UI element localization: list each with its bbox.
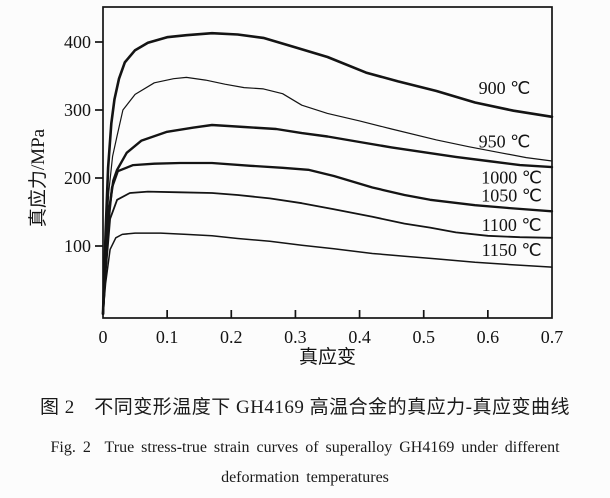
stress-strain-chart-svg: 0 0.1 0.2 0.3 0.4 0.5 0.6 0.7 100 200 300 400 真应变 真应力… [27, 6, 564, 368]
x-axis-title: 真应变 [299, 346, 356, 368]
series-label-950c: 950 ℃ [479, 131, 531, 151]
x-tick-label: 0 [99, 327, 108, 347]
x-tick-label: 0.1 [156, 327, 179, 347]
y-tick-label: 300 [64, 100, 91, 120]
caption-english-line2: deformation temperatures [221, 469, 389, 486]
x-tick-label: 0.5 [412, 327, 435, 347]
series-label-1000c: 1000 ℃ [481, 167, 542, 187]
y-tick-label: 400 [64, 32, 91, 52]
x-tick-label: 0.2 [220, 327, 243, 347]
series-curve-950c [102, 76, 553, 315]
series-curve-1050c [101, 161, 554, 316]
series-label-1150c: 1150 ℃ [482, 240, 542, 260]
series-curve-1100c [102, 190, 553, 315]
series-label-900c: 900 ℃ [479, 78, 531, 98]
x-tick-label: 0.6 [477, 327, 500, 347]
y-tick-label: 200 [64, 168, 91, 188]
caption-english-line1: Fig. 2 True stress-true strain curves of… [50, 439, 560, 456]
y-tick-label: 100 [64, 236, 91, 256]
x-tick-label: 0.3 [284, 327, 307, 347]
series-label-1050c: 1050 ℃ [481, 186, 542, 206]
series-curve-900c [101, 31, 554, 316]
series-label-1100c: 1100 ℃ [482, 215, 542, 235]
series-curve-1150c [102, 232, 553, 315]
plot-frame [102, 6, 553, 319]
caption-chinese: 图 2 不同变形温度下 GH4169 高温合金的真应力-真应变曲线 [39, 397, 571, 418]
x-tick-label: 0.4 [348, 327, 371, 347]
y-axis-title: 真应力/MPa [27, 128, 49, 227]
x-tick-label: 0.7 [541, 327, 564, 347]
